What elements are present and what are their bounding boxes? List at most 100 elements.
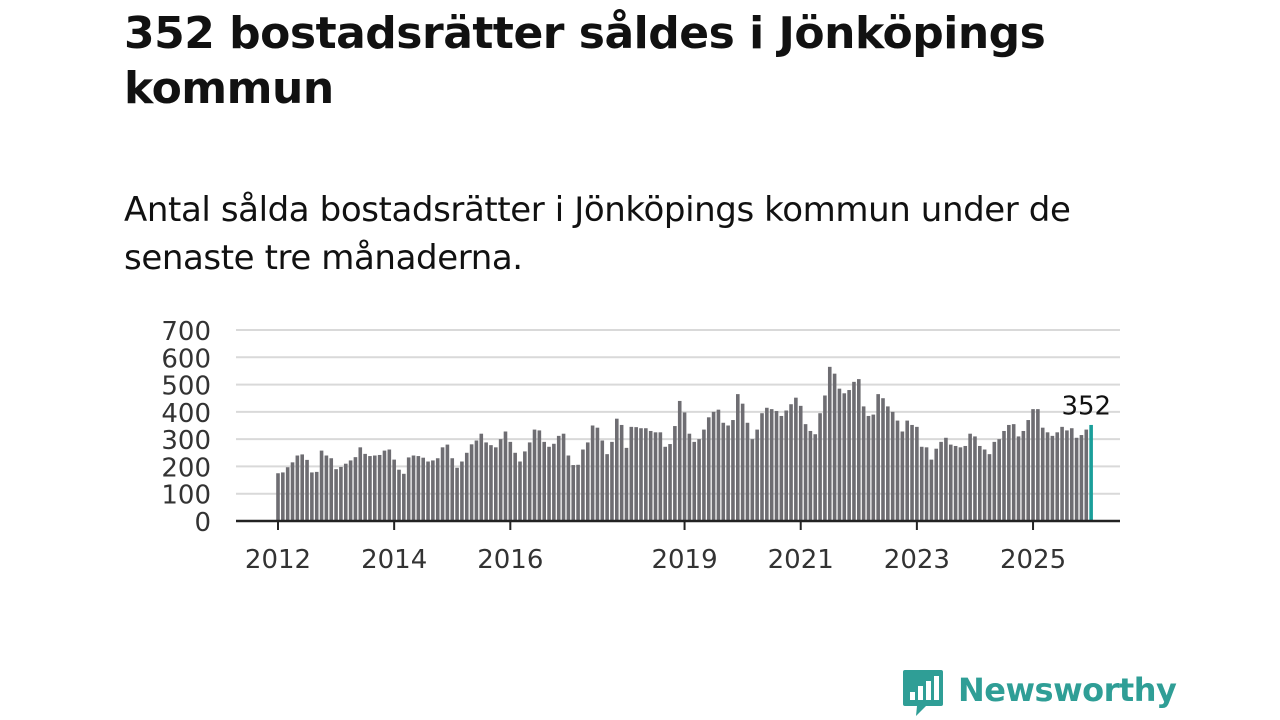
bar (823, 395, 827, 521)
bar (402, 473, 406, 521)
x-tick-label: 2025 (1000, 545, 1066, 575)
bar (813, 434, 818, 521)
y-tick-label: 500 (161, 372, 211, 402)
bar (295, 455, 300, 521)
bar (556, 435, 561, 521)
bar (784, 410, 788, 521)
bar (866, 415, 871, 521)
bar (348, 460, 353, 521)
bar (1055, 432, 1060, 521)
bar (508, 441, 513, 521)
bar (373, 455, 377, 521)
bar (431, 460, 435, 521)
bar (624, 447, 629, 521)
bar (910, 424, 914, 521)
bar (479, 433, 484, 521)
bar (450, 458, 455, 521)
bar (421, 457, 425, 521)
bar (900, 431, 905, 521)
bar (997, 439, 1001, 521)
bar (832, 373, 837, 521)
bar (692, 441, 697, 521)
bar (852, 381, 856, 521)
bar (435, 458, 440, 521)
bar (716, 409, 721, 521)
y-tick-label: 0 (194, 508, 211, 538)
bar (619, 424, 624, 521)
y-tick-label: 100 (161, 481, 211, 511)
bar (1016, 436, 1021, 521)
bar (377, 454, 382, 521)
bar (305, 459, 309, 521)
bar (895, 420, 900, 521)
bar (789, 404, 793, 521)
x-tick-label: 2016 (477, 545, 543, 575)
bar (653, 432, 658, 521)
x-tick-label: 2021 (768, 545, 834, 575)
bar (648, 430, 653, 521)
bar (677, 400, 682, 521)
bar (992, 441, 997, 521)
bar (561, 433, 566, 521)
bar (765, 407, 769, 521)
bar (566, 455, 571, 521)
bar (673, 426, 677, 521)
bar (769, 409, 774, 521)
bar (1007, 424, 1011, 521)
bar (382, 450, 387, 521)
chart-title: 352 bostadsrätter såldes i Jönköpings ko… (124, 8, 1046, 114)
bar (924, 447, 929, 521)
bar (948, 444, 953, 521)
bar (982, 449, 987, 521)
bar (392, 459, 396, 521)
bar (721, 422, 726, 521)
bar (857, 379, 861, 521)
bar (1050, 435, 1055, 521)
bar (644, 428, 648, 521)
bar (527, 442, 532, 521)
bar (1045, 432, 1050, 521)
bar (702, 429, 706, 521)
bars (276, 366, 1093, 521)
bar (324, 455, 329, 521)
y-tick-label: 700 (161, 317, 211, 347)
x-tick-label: 2014 (361, 545, 427, 575)
bar (915, 426, 919, 521)
bar (837, 388, 842, 521)
bar (639, 428, 643, 521)
x-tick-label: 2019 (651, 545, 717, 575)
bar (503, 431, 508, 521)
bar (285, 467, 290, 521)
bar (460, 461, 464, 521)
bar (474, 440, 479, 521)
bar (595, 427, 600, 521)
bar (445, 444, 450, 521)
bar (905, 420, 909, 521)
bar (416, 456, 421, 521)
bar (310, 472, 314, 521)
bar (1069, 428, 1074, 521)
bar (387, 449, 392, 521)
y-tick-label: 600 (161, 344, 211, 374)
bar (484, 442, 488, 521)
bar (585, 442, 590, 521)
bar (963, 445, 968, 521)
bar (779, 415, 784, 521)
bar (397, 469, 401, 521)
bar (406, 457, 411, 521)
bar (1011, 424, 1016, 521)
bar (537, 430, 542, 521)
bar (706, 417, 711, 521)
bar (760, 413, 764, 521)
bar (886, 406, 890, 521)
bar (469, 444, 474, 521)
x-tick-label: 2023 (884, 545, 950, 575)
bar (1060, 426, 1064, 521)
bar (736, 394, 740, 521)
newsworthy-logo-icon (903, 670, 943, 716)
bar (871, 414, 876, 521)
bar (1002, 430, 1006, 521)
bar (1079, 435, 1084, 521)
bar (682, 412, 687, 521)
